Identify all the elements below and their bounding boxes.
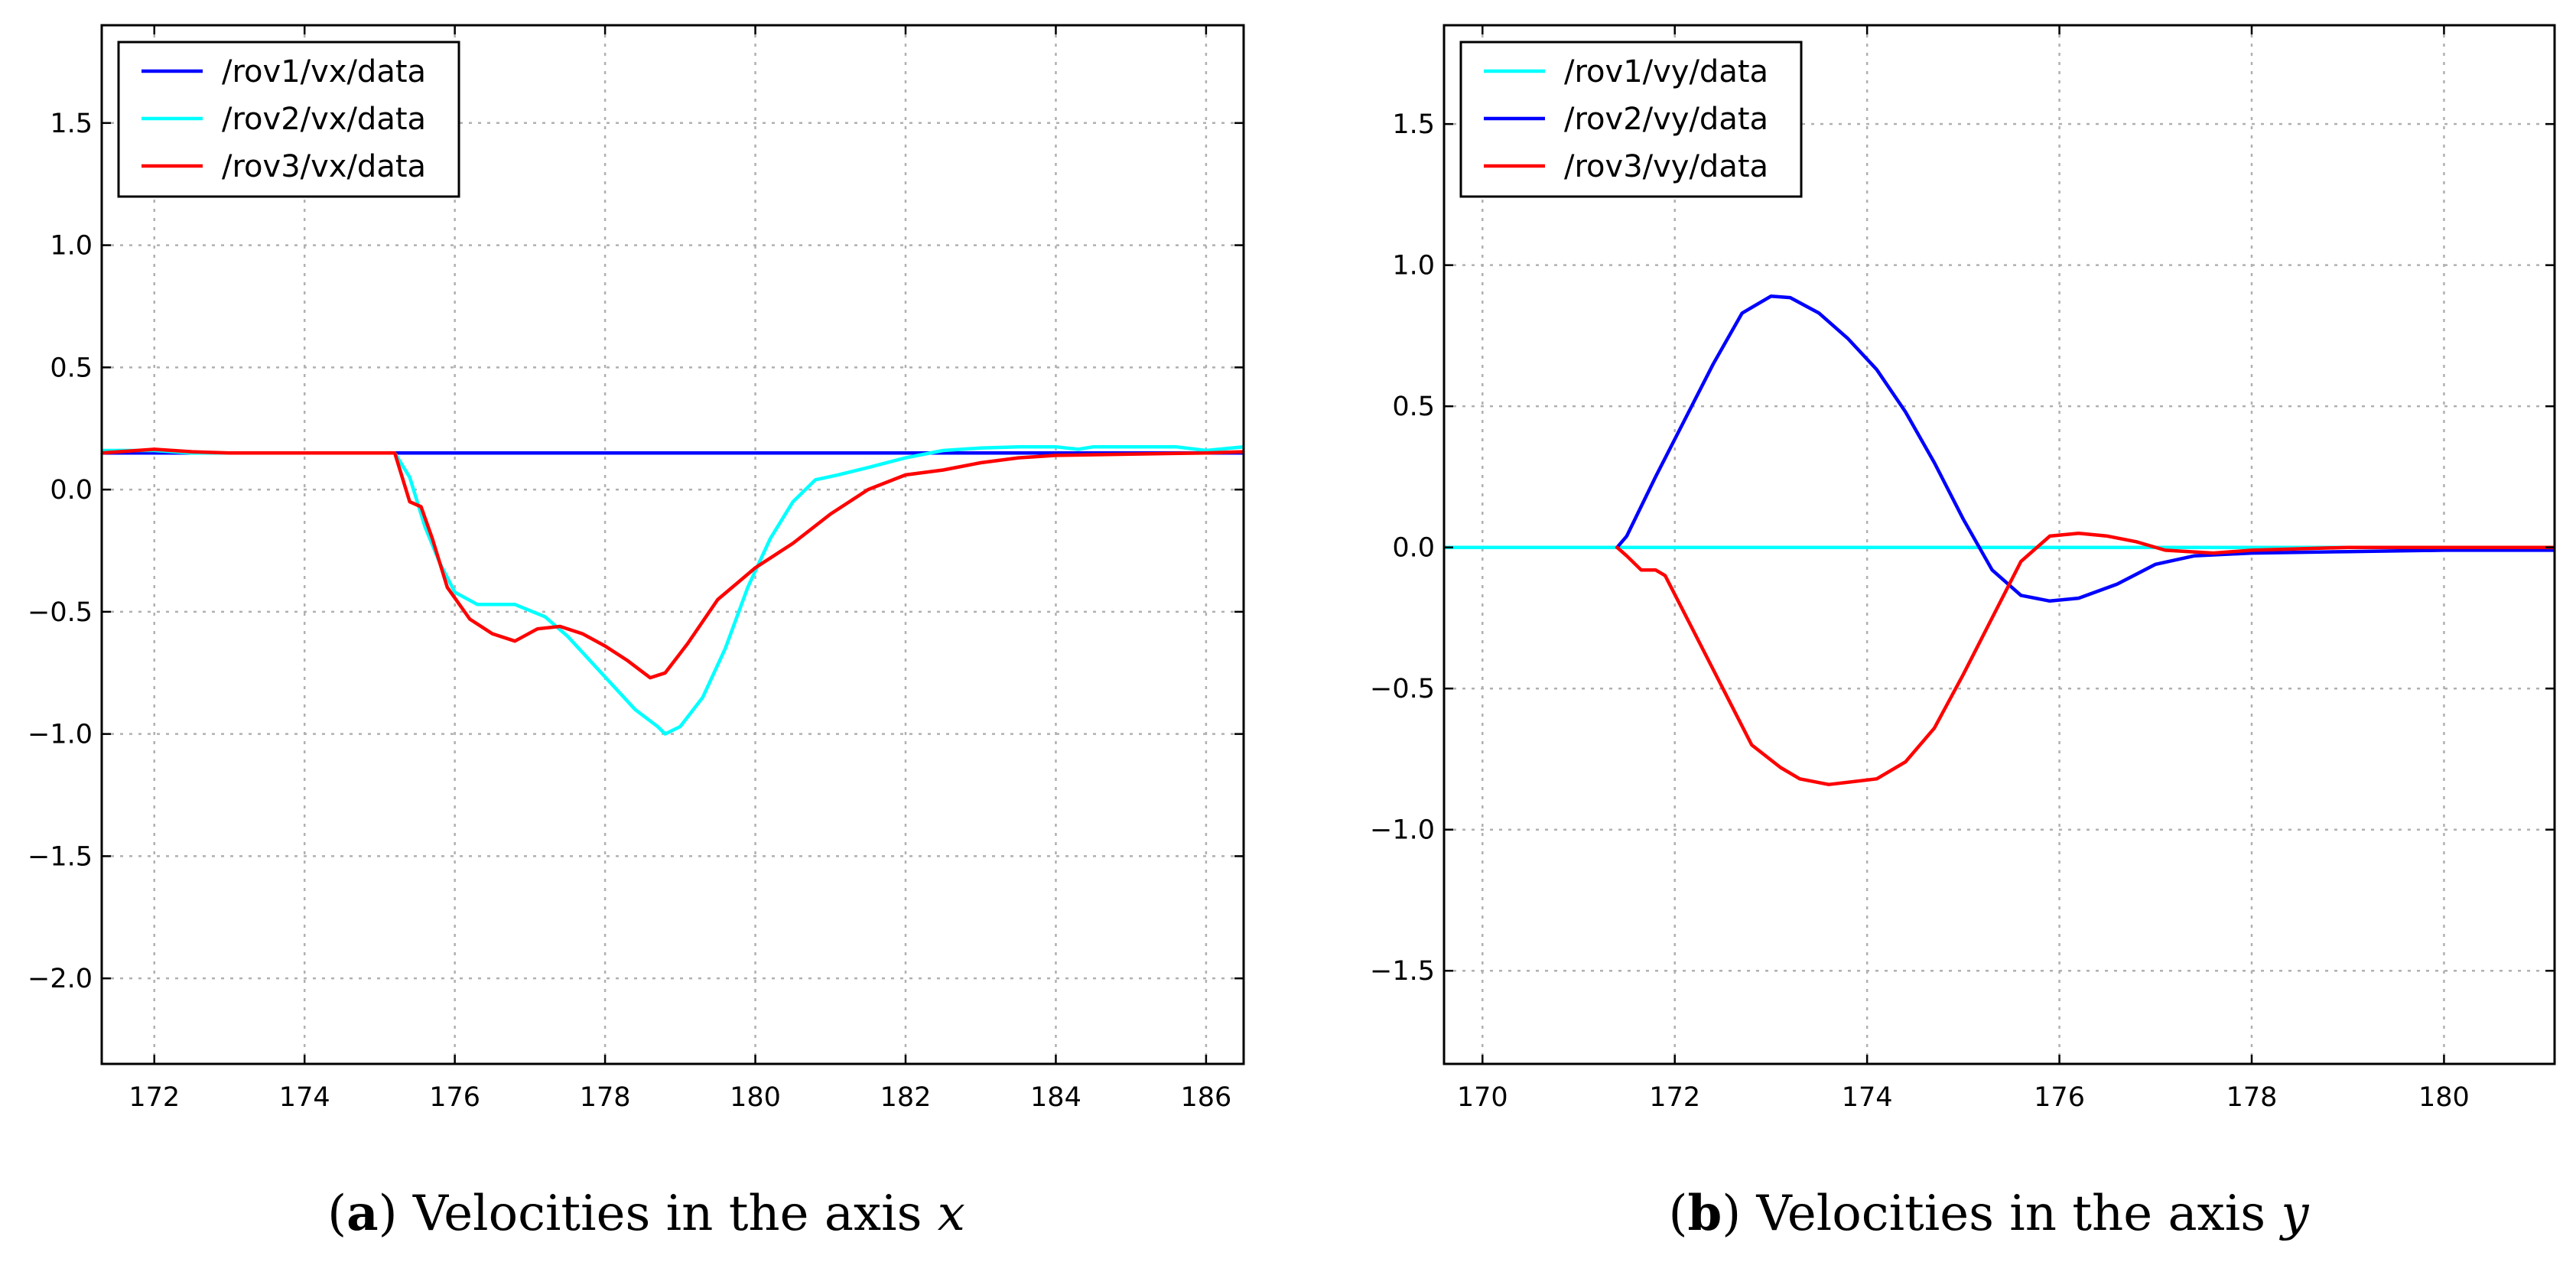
y-tick-label: −0.5 — [28, 597, 93, 628]
x-tick-label: 184 — [1030, 1082, 1081, 1113]
x-tick-label: 170 — [1457, 1082, 1508, 1113]
series-line-rov2-vy — [1615, 294, 2555, 603]
legend-label: /rov3/vy/data — [1564, 149, 1768, 184]
panel-a: 172 174 176 178 180 182 184 186 1.5 1.0 0.5 0.0 −0.5… — [28, 24, 1245, 1242]
y-tick-label: −1.0 — [1370, 815, 1435, 846]
ticks-a: 172 174 176 178 180 182 184 186 1.5 1.0 0.5 0.0 −0.5… — [28, 25, 1244, 1113]
y-tick-label: −0.5 — [1370, 674, 1435, 704]
y-tick-label: 1.0 — [50, 231, 93, 262]
y-tick-label: 1.0 — [1392, 251, 1435, 281]
series-group-a — [102, 444, 1244, 736]
plot-frame-b — [1442, 24, 2556, 1065]
y-tick-label: −1.0 — [28, 720, 93, 750]
x-tick-label: 186 — [1180, 1082, 1231, 1113]
x-tick-label: 178 — [580, 1082, 631, 1113]
caption-variable: y — [2278, 1186, 2309, 1242]
series-line-rov3-vy — [1615, 531, 2555, 786]
caption-variable: x — [938, 1186, 965, 1242]
series-line-rov2-vx — [102, 444, 1244, 736]
ticks-b: 170 172 174 176 178 180 1.5 1.0 0.5 0.0 −0.5 −1.0 −1… — [1370, 25, 2555, 1113]
x-tick-label: 174 — [279, 1082, 330, 1113]
panel-b: 170 172 174 176 178 180 1.5 1.0 0.5 0.0 −0.5 −1.0 −1… — [1370, 24, 2556, 1242]
series-line-rov3-vx — [102, 447, 1244, 680]
caption-paren-open: ( — [1668, 1186, 1687, 1242]
legend-label: /rov2/vy/data — [1564, 102, 1768, 137]
y-tick-label: −1.5 — [28, 841, 93, 872]
caption-paren-open: ( — [327, 1186, 346, 1242]
caption-letter: a — [346, 1185, 378, 1242]
caption-text: ) Velocities in the axis — [379, 1186, 938, 1242]
legend-label: /rov1/vx/data — [222, 54, 426, 89]
caption-a: (a) Velocities in the axis x — [327, 1185, 965, 1242]
caption-letter: b — [1687, 1185, 1722, 1242]
x-tick-label: 182 — [880, 1082, 932, 1113]
x-tick-label: 180 — [2418, 1082, 2470, 1113]
legend-label: /rov2/vx/data — [222, 102, 426, 137]
x-tick-label: 176 — [2034, 1082, 2085, 1113]
y-tick-label: −2.0 — [28, 964, 93, 994]
y-tick-label: 1.5 — [50, 109, 93, 139]
x-tick-label: 172 — [128, 1082, 180, 1113]
plot-frame-a — [100, 24, 1245, 1065]
y-tick-label: 0.5 — [1392, 392, 1435, 422]
x-tick-label: 178 — [2226, 1082, 2278, 1113]
x-tick-label: 176 — [429, 1082, 480, 1113]
y-tick-label: 0.0 — [1392, 533, 1435, 564]
series-group-b — [1444, 294, 2555, 786]
legend-b: /rov1/vy/data/rov2/vy/data/rov3/vy/data — [1459, 41, 1803, 198]
legend-label: /rov3/vx/data — [222, 149, 426, 184]
y-tick-label: 0.5 — [50, 353, 93, 383]
grid-a — [102, 25, 1244, 1064]
y-tick-label: −1.5 — [1370, 956, 1435, 987]
x-tick-label: 174 — [1842, 1082, 1893, 1113]
legend-label: /rov1/vy/data — [1564, 54, 1768, 89]
x-tick-label: 180 — [730, 1082, 781, 1113]
legend-a: /rov1/vx/data/rov2/vx/data/rov3/vx/data — [117, 41, 460, 198]
y-tick-label: 0.0 — [50, 475, 93, 506]
x-tick-label: 172 — [1649, 1082, 1700, 1113]
caption-b: (b) Velocities in the axis y — [1668, 1185, 2309, 1242]
y-tick-label: 1.5 — [1392, 109, 1435, 140]
caption-text: ) Velocities in the axis — [1722, 1186, 2281, 1242]
